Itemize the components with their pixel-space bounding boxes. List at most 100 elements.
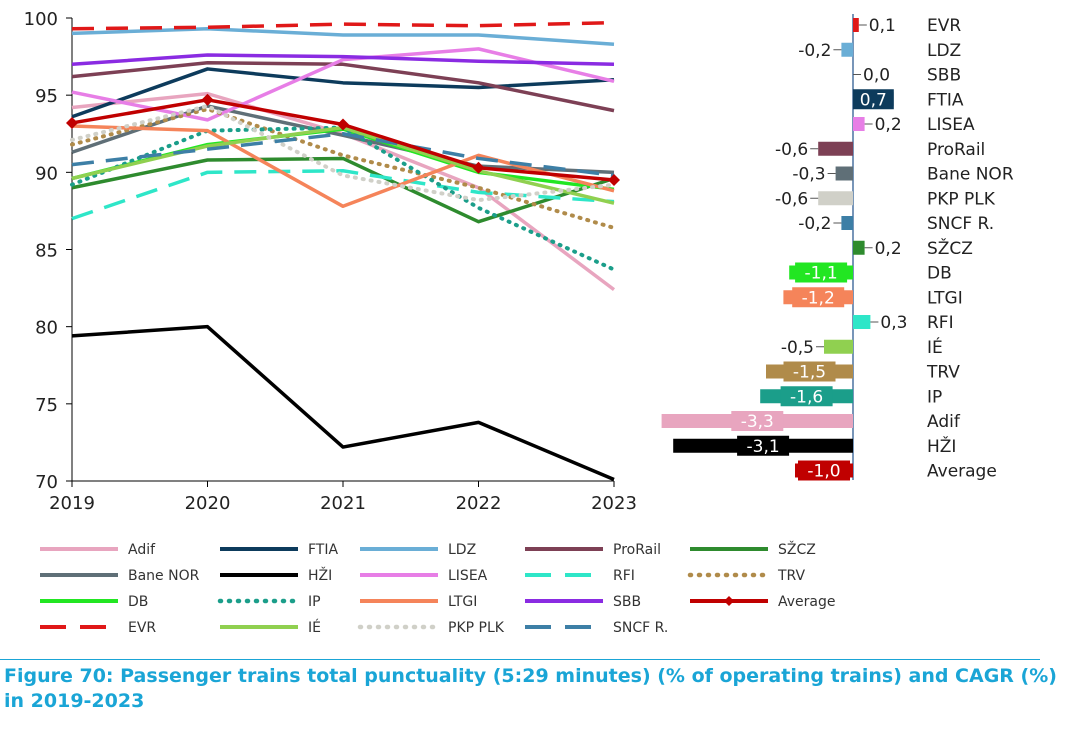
cagr-label-box: [792, 287, 845, 308]
cagr-category-label: LDZ: [927, 41, 961, 61]
cagr-category-label: EVR: [927, 16, 961, 36]
cagr-bar-bane-nor: [835, 166, 853, 181]
cagr-category-label: RFI: [927, 313, 954, 333]
cagr-category-label: TRV: [926, 363, 960, 383]
series-line-h-i: [71, 324, 615, 482]
legend-label: LTGI: [448, 594, 477, 610]
cagr-bar-ldz: [841, 42, 853, 57]
x-tick-label: 2022: [456, 493, 502, 514]
series-line-prorail: [71, 61, 615, 113]
cagr-label-box: [780, 386, 833, 407]
legend-label: SBB: [613, 594, 641, 610]
y-tick-label: 70: [35, 472, 58, 493]
cagr-category-label: LTGI: [927, 288, 963, 308]
series-line-ldz: [71, 27, 615, 46]
y-tick-label: 75: [35, 395, 58, 416]
series-line-sbb: [71, 53, 615, 67]
series-line-rfi: [71, 169, 615, 221]
legend-label: IP: [308, 594, 321, 610]
cagr-value-label: 0,2: [875, 239, 902, 259]
series-line-sncf-r: [71, 132, 615, 178]
series-line-ftia: [71, 67, 615, 119]
legend-label: FTIA: [308, 542, 338, 558]
cagr-value-label: -0,2: [798, 41, 831, 61]
cagr-bar-rfi: [853, 315, 871, 329]
cagr-category-label: Bane NOR: [927, 165, 1014, 185]
line-chart: 70 75 80 85 90 95 100 2019 2020 2021 2022 2023: [24, 9, 637, 514]
cagr-value-label: -1,2: [802, 288, 835, 308]
cagr-label-box: [737, 435, 790, 456]
cagr-bar-i: [824, 339, 853, 354]
cagr-category-label: DB: [927, 264, 952, 284]
legend-label: Bane NOR: [128, 568, 200, 584]
cagr-category-label: FTIA: [927, 90, 964, 110]
cagr-value-label: -3,3: [741, 412, 774, 432]
cagr-bar-evr: [853, 18, 859, 32]
cagr-value-label: 0,7: [860, 90, 887, 110]
legend-label: Average: [778, 594, 836, 610]
series-line-s-cz: [71, 156, 615, 224]
x-tick-label: 2019: [49, 493, 95, 514]
cagr-value-label: -1,0: [807, 462, 840, 482]
legend-label: SŽCZ: [778, 540, 816, 558]
cagr-category-label: Adif: [927, 412, 961, 432]
legend-label: ProRail: [613, 542, 661, 558]
x-tick-label: 2020: [185, 493, 231, 514]
cagr-value-label: -3,1: [747, 437, 780, 457]
cagr-label-box: [852, 89, 894, 110]
legend-label: LISEA: [448, 568, 488, 584]
cagr-value-label: 0,3: [880, 313, 907, 333]
legend-label: LDZ: [448, 542, 476, 558]
caption-rule: [0, 659, 1040, 660]
cagr-category-label: HŽI: [927, 435, 956, 457]
cagr-bar-lisea: [853, 117, 865, 131]
average-marker: [472, 161, 485, 174]
legend-label: DB: [128, 594, 148, 610]
cagr-category-label: SŽCZ: [927, 237, 973, 259]
cagr-bar-pkp-plk: [818, 191, 853, 206]
x-tick-label: 2021: [320, 493, 366, 514]
series-line-evr: [71, 20, 615, 31]
cagr-category-label: IP: [927, 387, 942, 407]
average-marker: [201, 93, 214, 106]
y-tick-label: 100: [24, 9, 58, 30]
average-marker: [608, 174, 620, 187]
chart-canvas: 70 75 80 85 90 95 100 2019 2020 2021 2022 2023 0,1 E…: [24, 9, 1014, 636]
cagr-bar-sncf-r: [841, 216, 853, 230]
legend-label: EVR: [128, 620, 156, 636]
series-line-bane-nor: [71, 104, 615, 175]
average-marker: [337, 118, 349, 131]
cagr-category-label: SNCF R.: [927, 214, 994, 234]
legend-label: TRV: [777, 568, 806, 584]
cagr-label-box: [798, 460, 850, 481]
cagr-value-label: -1,5: [793, 363, 826, 383]
legend-label: PKP PLK: [448, 620, 505, 636]
y-tick-label: 95: [35, 86, 58, 107]
cagr-category-label: PKP PLK: [927, 189, 996, 209]
legend-label: Adif: [128, 542, 156, 558]
x-tick-label: 2023: [591, 493, 637, 514]
legend-label: HŽI: [308, 566, 332, 584]
series-line-lisea: [71, 47, 615, 122]
cagr-value-label: 0,2: [875, 115, 902, 135]
cagr-bar-prorail: [818, 141, 853, 156]
legend: Adif FTIA LDZ ProRail SŽCZ Bane NOR HŽI LISEA RF…: [40, 540, 836, 636]
legend-label: IÉ: [308, 619, 321, 636]
series-line-ip: [70, 125, 616, 272]
cagr-label-box: [783, 361, 836, 382]
cagr-value-label: -0,6: [775, 189, 808, 209]
cagr-value-label: -1,6: [790, 387, 823, 407]
cagr-value-label: 0,0: [863, 66, 890, 86]
cagr-label-box: [731, 411, 784, 431]
legend-marker: [724, 596, 734, 606]
series-line-ltgi: [71, 124, 615, 209]
cagr-label-box: [795, 262, 848, 283]
legend-label: RFI: [613, 568, 635, 584]
cagr-value-label: -0,6: [775, 140, 808, 160]
cagr-value-label: -0,5: [781, 338, 814, 358]
cagr-value-label: 0,1: [869, 16, 896, 36]
y-tick-label: 80: [35, 318, 58, 339]
cagr-value-label: -0,3: [792, 165, 825, 185]
y-tick-label: 85: [35, 241, 58, 262]
cagr-value-label: -0,2: [798, 214, 831, 234]
